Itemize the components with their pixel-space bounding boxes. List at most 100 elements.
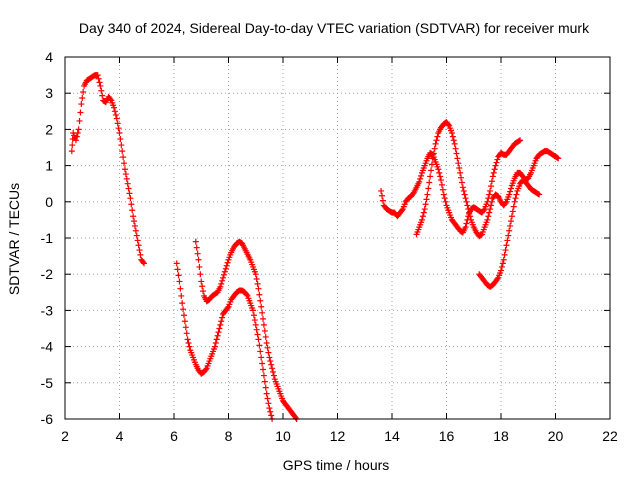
data-point [489,173,496,180]
data-point [135,242,142,249]
data-point [516,137,523,144]
data-point [455,160,462,167]
data-point [220,274,227,281]
data-point [262,333,269,340]
data-point [464,202,471,209]
x-tick-label: 18 [493,428,509,444]
y-axis-label: SDTVAR / TECUs [6,183,22,295]
y-tick-label: 1 [45,158,53,174]
data-point [259,309,266,316]
data-point [107,96,114,103]
data-point [555,155,562,162]
data-point [423,196,430,203]
data-point [427,173,434,180]
data-point [428,161,435,168]
data-point [260,315,267,322]
data-point [485,213,492,220]
x-tick-label: 14 [384,428,400,444]
data-point [80,88,87,95]
data-point [199,283,206,290]
data-point [462,195,469,202]
data-point [261,378,268,385]
data-point [97,82,104,89]
data-point [214,332,221,339]
data-point [270,368,277,375]
data-point [94,72,101,79]
data-point [76,117,83,124]
data-point [260,366,267,373]
data-point [253,326,260,333]
data-point [219,314,226,321]
data-point [418,172,425,179]
data-point [259,360,266,367]
data-point [460,187,467,194]
data-point [174,266,181,273]
data-point [439,186,446,193]
data-point [220,271,227,278]
data-point [428,167,435,174]
data-point [133,232,140,239]
data-point [431,145,438,152]
data-point [111,104,118,111]
data-point [192,238,199,245]
x-tick-label: 12 [330,428,346,444]
data-point [215,329,222,336]
data-point [128,201,135,208]
data-point [490,169,497,176]
data-point [512,195,519,202]
data-point [185,339,192,346]
series-track-5 [413,119,562,240]
data-point [222,265,229,272]
data-point [486,209,493,216]
data-point [134,237,141,244]
series-track-3 [192,238,300,422]
data-point [435,166,442,173]
data-point [202,366,209,373]
data-point [131,218,138,225]
data-point [122,171,129,178]
data-point [69,142,76,149]
data-point [140,259,147,266]
data-point [422,201,429,208]
data-point [114,120,121,127]
data-point [463,198,470,205]
data-point [197,271,204,278]
data-point [217,321,224,328]
data-point [68,148,75,155]
data-point [98,87,105,94]
data-point [194,250,201,257]
data-point [254,280,261,287]
data-point [243,291,250,298]
data-point [507,222,514,229]
series-track-2 [173,260,276,422]
data-point [453,150,460,157]
data-point [424,191,431,198]
data-point [200,288,207,295]
data-point [267,408,274,415]
data-point [99,92,106,99]
data-point [458,179,465,186]
data-point [454,155,461,162]
data-point [73,133,80,140]
data-point [452,145,459,152]
data-point [198,278,205,285]
data-point [510,203,517,210]
data-point [181,318,188,325]
data-point [478,231,485,238]
data-point [77,109,84,116]
data-point [488,178,495,185]
data-point [111,108,118,115]
data-point [437,173,444,180]
data-point [177,285,184,292]
data-point [131,222,138,229]
data-point [260,321,267,328]
data-point [136,247,143,254]
data-point [212,339,219,346]
data-point [507,188,514,195]
data-point [72,137,79,144]
data-point [270,372,277,379]
data-point [256,291,263,298]
data-point [267,358,274,365]
data-point [255,285,262,292]
data-point [491,166,498,173]
